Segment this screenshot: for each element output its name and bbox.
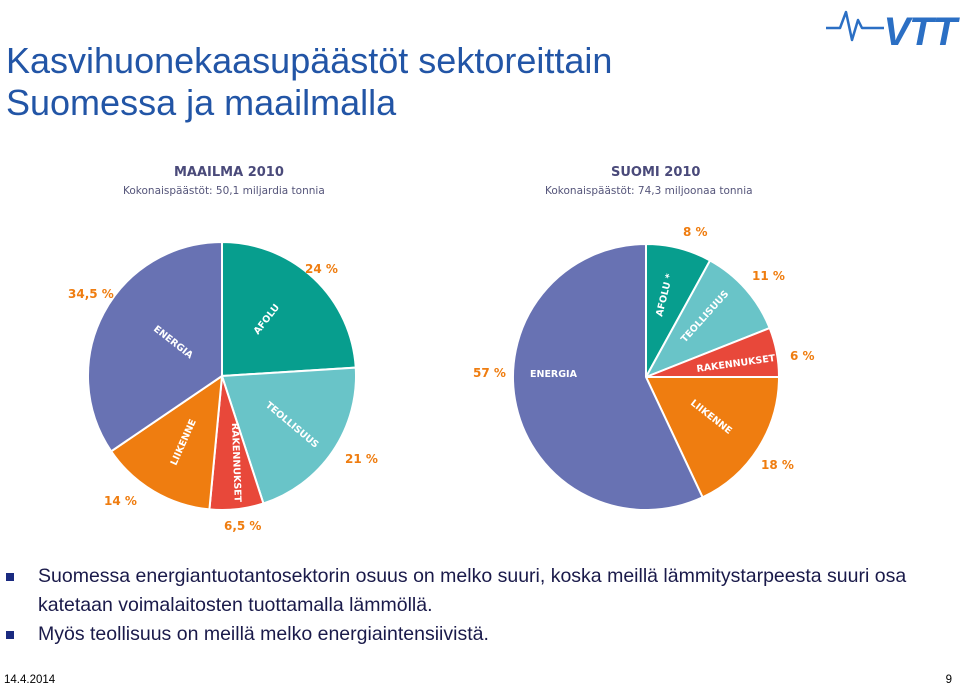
chart-title-world: MAAILMA 2010 — [174, 165, 284, 180]
title-line-1: Kasvihuonekaasupäästöt sektoreittain — [6, 40, 613, 81]
pie-slice-energia — [87, 240, 223, 453]
charts-area: MAAILMA 2010 Kokonaispäästöt: 50,1 milja… — [68, 165, 815, 533]
bullet-list: Suomessa energiantuotantosektorin osuus … — [0, 562, 950, 649]
slices-world — [87, 240, 358, 511]
bullet-text: Suomessa energiantuotantosektorin osuus … — [38, 565, 907, 616]
pie-slice-liikenne — [109, 373, 224, 511]
wave-icon — [826, 10, 884, 42]
pie-slice-liikenne — [644, 376, 781, 499]
value-label-teollisuus: 21 % — [345, 452, 378, 466]
slice-label-rakennukset: RAKENNUKSET — [229, 423, 243, 503]
value-label-teollisuus: 11 % — [752, 269, 785, 283]
value-label-energia: 57 % — [473, 366, 506, 380]
title-line-2: Suomessa ja maailmalla — [6, 82, 397, 123]
slice-label-energia: ENERGIA — [530, 369, 578, 380]
value-label-liikenne: 18 % — [761, 458, 794, 472]
pie-chart-world: MAAILMA 2010 Kokonaispäästöt: 50,1 milja… — [68, 165, 378, 533]
bullet-text: Myös teollisuus on meillä melko energiai… — [38, 623, 489, 645]
page-number: 9 — [945, 674, 952, 686]
logo-text: VTT — [883, 10, 957, 54]
vtt-logo: VTT — [826, 6, 957, 54]
footer-date: 14.4.2014 — [4, 674, 56, 686]
chart-subtitle-finland: Kokonaispäästöt: 74,3 miljoonaa tonnia — [545, 185, 753, 197]
value-label-afolu: 24 % — [305, 262, 338, 276]
pie-slice-teollisuus — [220, 366, 358, 505]
bullet-item: Myös teollisuus on meillä melko energiai… — [0, 620, 950, 649]
value-label-afolu: 8 % — [683, 225, 708, 239]
pie-chart-finland: SUOMI 2010 Kokonaispäästöt: 74,3 miljoon… — [473, 165, 815, 511]
chart-subtitle-world: Kokonaispäästöt: 50,1 miljardia tonnia — [123, 185, 325, 197]
chart-title-finland: SUOMI 2010 — [611, 165, 700, 180]
value-label-liikenne: 14 % — [104, 494, 137, 508]
pie-slice-afolu — [221, 240, 357, 378]
pie-slice-energia — [511, 242, 704, 511]
bullet-square-icon — [6, 631, 14, 639]
slide-title: Kasvihuonekaasupäästöt sektoreittain Suo… — [6, 40, 612, 124]
value-label-rakennukset: 6 % — [790, 349, 815, 363]
value-label-energia: 34,5 % — [68, 287, 114, 301]
pie-slice-teollisuus — [643, 259, 771, 379]
value-label-rakennukset: 6,5 % — [224, 519, 261, 533]
bullet-square-icon — [6, 573, 14, 581]
bullet-item: Suomessa energiantuotantosektorin osuus … — [0, 562, 950, 620]
slices-finland — [511, 242, 781, 511]
